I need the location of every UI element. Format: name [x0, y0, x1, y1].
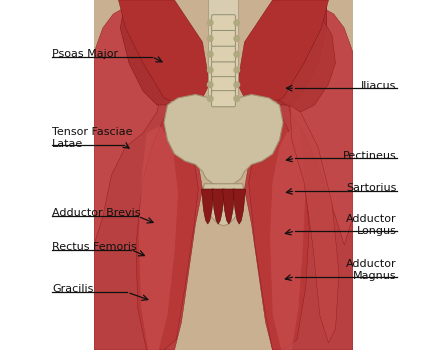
Polygon shape	[120, 0, 181, 105]
FancyBboxPatch shape	[211, 77, 236, 93]
Polygon shape	[353, 0, 398, 350]
Polygon shape	[233, 189, 245, 224]
Polygon shape	[49, 0, 94, 350]
FancyBboxPatch shape	[211, 46, 236, 62]
Circle shape	[207, 96, 213, 101]
FancyBboxPatch shape	[208, 0, 239, 114]
Polygon shape	[283, 7, 353, 245]
Text: Sartorius: Sartorius	[346, 183, 397, 193]
Text: Pectineus: Pectineus	[343, 151, 397, 161]
Polygon shape	[245, 98, 353, 350]
Circle shape	[207, 82, 213, 88]
Circle shape	[207, 51, 213, 57]
Text: Gracilis: Gracilis	[52, 284, 93, 294]
Circle shape	[234, 96, 240, 101]
Polygon shape	[223, 189, 235, 224]
Text: Adductor Brevis: Adductor Brevis	[52, 209, 140, 218]
Polygon shape	[270, 126, 306, 350]
Text: Tensor Fasciae
Latae: Tensor Fasciae Latae	[52, 127, 132, 149]
FancyBboxPatch shape	[211, 15, 236, 31]
Circle shape	[234, 51, 240, 57]
Circle shape	[234, 20, 240, 26]
Polygon shape	[208, 205, 239, 226]
FancyBboxPatch shape	[211, 91, 236, 107]
Text: Iliacus: Iliacus	[361, 81, 397, 91]
Text: Adductor
Longus: Adductor Longus	[346, 214, 397, 236]
Circle shape	[234, 82, 240, 88]
Text: Rectus Femoris: Rectus Femoris	[52, 242, 137, 252]
Text: Adductor
Magnus: Adductor Magnus	[346, 259, 397, 281]
Polygon shape	[290, 105, 339, 343]
Circle shape	[207, 67, 213, 73]
Polygon shape	[164, 94, 283, 186]
Polygon shape	[237, 0, 329, 105]
Circle shape	[207, 20, 213, 26]
Circle shape	[207, 36, 213, 41]
Polygon shape	[212, 189, 224, 224]
Polygon shape	[202, 189, 214, 224]
Polygon shape	[94, 7, 164, 245]
Polygon shape	[139, 126, 178, 350]
Polygon shape	[266, 0, 327, 105]
Polygon shape	[202, 184, 245, 206]
Polygon shape	[249, 112, 309, 350]
Circle shape	[234, 67, 240, 73]
Text: Psoas Major: Psoas Major	[52, 49, 118, 59]
FancyBboxPatch shape	[211, 62, 236, 78]
Polygon shape	[94, 98, 202, 350]
Polygon shape	[276, 7, 336, 112]
Polygon shape	[136, 112, 198, 350]
Polygon shape	[94, 0, 353, 350]
FancyBboxPatch shape	[211, 30, 236, 47]
Circle shape	[234, 36, 240, 41]
Polygon shape	[118, 0, 210, 105]
